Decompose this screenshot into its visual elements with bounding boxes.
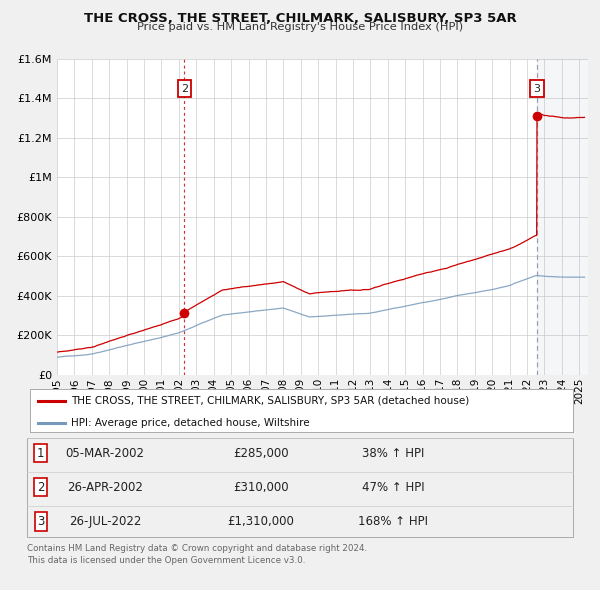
Text: This data is licensed under the Open Government Licence v3.0.: This data is licensed under the Open Gov… xyxy=(27,556,305,565)
Text: HPI: Average price, detached house, Wiltshire: HPI: Average price, detached house, Wilt… xyxy=(71,418,310,428)
Text: £285,000: £285,000 xyxy=(233,447,289,460)
Bar xyxy=(537,59,600,375)
Text: Contains HM Land Registry data © Crown copyright and database right 2024.: Contains HM Land Registry data © Crown c… xyxy=(27,544,367,553)
Text: 26-APR-2002: 26-APR-2002 xyxy=(67,481,143,494)
Text: 168% ↑ HPI: 168% ↑ HPI xyxy=(358,515,428,528)
Text: THE CROSS, THE STREET, CHILMARK, SALISBURY, SP3 5AR (detached house): THE CROSS, THE STREET, CHILMARK, SALISBU… xyxy=(71,396,469,406)
Text: 2: 2 xyxy=(37,481,44,494)
Text: 26-JUL-2022: 26-JUL-2022 xyxy=(69,515,141,528)
Text: 47% ↑ HPI: 47% ↑ HPI xyxy=(362,481,424,494)
Text: Price paid vs. HM Land Registry's House Price Index (HPI): Price paid vs. HM Land Registry's House … xyxy=(137,22,463,32)
Text: £1,310,000: £1,310,000 xyxy=(227,515,295,528)
Text: 05-MAR-2002: 05-MAR-2002 xyxy=(65,447,145,460)
Text: £310,000: £310,000 xyxy=(233,481,289,494)
Text: 3: 3 xyxy=(37,515,44,528)
Text: 2: 2 xyxy=(181,84,188,94)
Text: 38% ↑ HPI: 38% ↑ HPI xyxy=(362,447,424,460)
Text: 3: 3 xyxy=(533,84,541,94)
Text: THE CROSS, THE STREET, CHILMARK, SALISBURY, SP3 5AR: THE CROSS, THE STREET, CHILMARK, SALISBU… xyxy=(83,12,517,25)
Text: 1: 1 xyxy=(37,447,44,460)
